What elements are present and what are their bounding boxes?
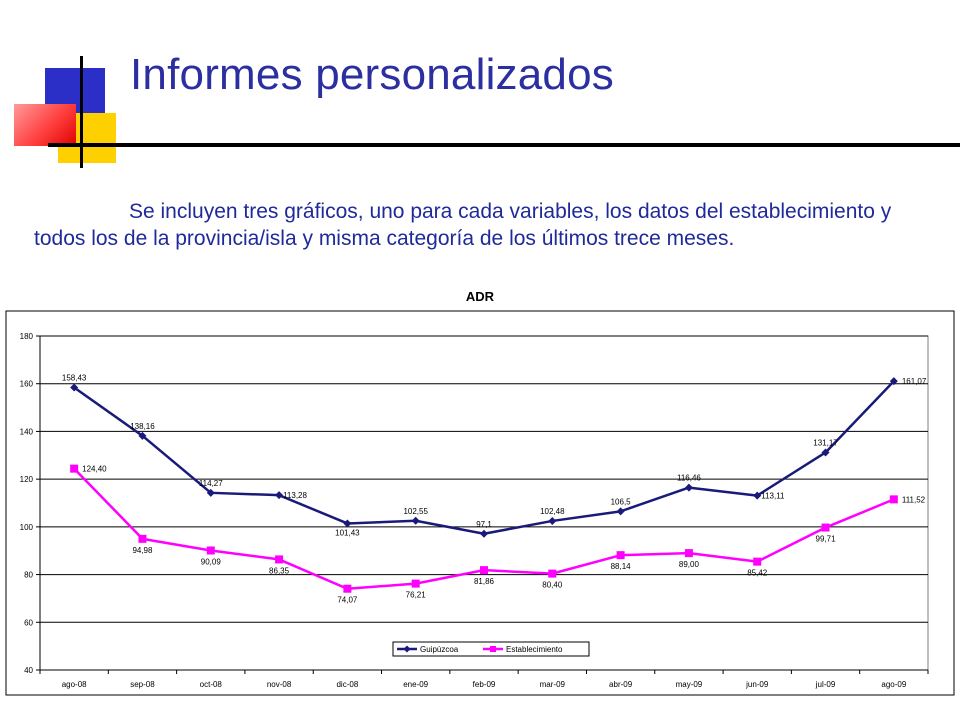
data-label: 80,40 (542, 581, 563, 590)
y-tick-label: 80 (24, 571, 33, 580)
data-label: 113,28 (283, 491, 307, 500)
x-tick-label: jul-09 (815, 680, 836, 689)
data-point (616, 551, 625, 560)
x-tick-label: jun-09 (745, 680, 769, 689)
intro-paragraph: Se incluyen tres gráficos, uno para cada… (34, 200, 892, 250)
plot-area (39, 335, 929, 671)
x-tick-label: dic-08 (336, 680, 358, 689)
data-label: 113,11 (761, 492, 785, 501)
data-point (70, 464, 79, 473)
data-label: 138,16 (130, 422, 155, 431)
data-label: 88,14 (611, 562, 632, 571)
data-label: 114,27 (199, 479, 223, 488)
data-label: 86,35 (269, 566, 290, 575)
slide-title: Informes personalizados (130, 50, 614, 99)
data-point (343, 584, 352, 593)
y-tick-label: 40 (24, 666, 33, 675)
x-tick-label: mar-09 (540, 680, 566, 689)
data-label: 94,98 (132, 546, 153, 555)
data-point (548, 516, 557, 525)
data-label: 106,5 (611, 497, 632, 506)
data-point (138, 431, 147, 440)
data-label: 90,09 (201, 557, 222, 566)
data-label: 81,86 (474, 577, 495, 586)
data-label: 99,71 (816, 535, 837, 544)
data-point (753, 557, 762, 566)
data-label: 85,42 (747, 569, 768, 578)
data-point (889, 495, 898, 504)
data-point (411, 516, 420, 525)
data-label: 158,43 (62, 373, 87, 382)
data-point (684, 483, 693, 492)
data-label: 102,48 (540, 507, 565, 516)
data-point (684, 549, 693, 558)
x-tick-label: nov-08 (267, 680, 292, 689)
data-label: 89,00 (679, 560, 700, 569)
data-point (206, 546, 215, 555)
data-label: 97,1 (476, 520, 492, 529)
data-point (275, 491, 284, 500)
data-label: 131,17 (813, 438, 838, 447)
data-label: 116,46 (677, 474, 701, 483)
y-tick-label: 180 (20, 332, 34, 341)
data-point (480, 566, 488, 575)
decor-vertical-line (80, 56, 83, 168)
x-tick-label: sep-08 (130, 680, 155, 689)
legend-label: Guipúzcoa (420, 645, 459, 654)
y-tick-label: 140 (20, 427, 34, 436)
legend-marker (403, 645, 411, 653)
x-tick-label: ene-09 (403, 680, 428, 689)
data-point (138, 534, 147, 543)
decor-red-square (14, 104, 76, 146)
x-tick-label: feb-09 (473, 680, 496, 689)
data-label: 76,21 (406, 591, 427, 600)
y-tick-label: 120 (20, 475, 34, 484)
x-tick-label: oct-08 (200, 680, 223, 689)
legend-marker (490, 646, 496, 652)
x-tick-label: ago-09 (881, 680, 906, 689)
data-label: 74,07 (337, 596, 358, 605)
chart-title: ADR (466, 289, 495, 304)
x-tick-label: may-09 (676, 680, 703, 689)
data-point (889, 377, 898, 386)
chart-frame (5, 310, 955, 696)
legend-label: Establecimiento (506, 645, 563, 654)
adr-chart: ADR 40 60 80 100 120 140 160 180 ago-08 sep-08 oct… (5, 289, 955, 696)
data-point (548, 569, 557, 578)
x-tick-label: ago-08 (62, 680, 87, 689)
y-tick-label: 160 (20, 380, 34, 389)
data-label: 101,43 (335, 528, 360, 537)
data-point (616, 507, 625, 516)
data-point (70, 383, 79, 392)
title-underline (48, 143, 960, 147)
x-tick-label: abr-09 (609, 680, 633, 689)
data-label: 124,40 (82, 465, 107, 474)
data-label: 102,55 (403, 507, 428, 516)
data-point (343, 519, 352, 528)
data-point (206, 488, 215, 497)
data-point (821, 523, 830, 532)
data-label: 161,07 (902, 377, 927, 386)
data-point (821, 448, 830, 457)
data-point (480, 529, 488, 538)
data-label: 111,52 (902, 495, 926, 504)
y-tick-label: 60 (24, 618, 33, 627)
data-point (753, 491, 762, 500)
data-point (275, 555, 284, 564)
data-point (411, 579, 420, 588)
y-tick-label: 100 (20, 523, 34, 532)
